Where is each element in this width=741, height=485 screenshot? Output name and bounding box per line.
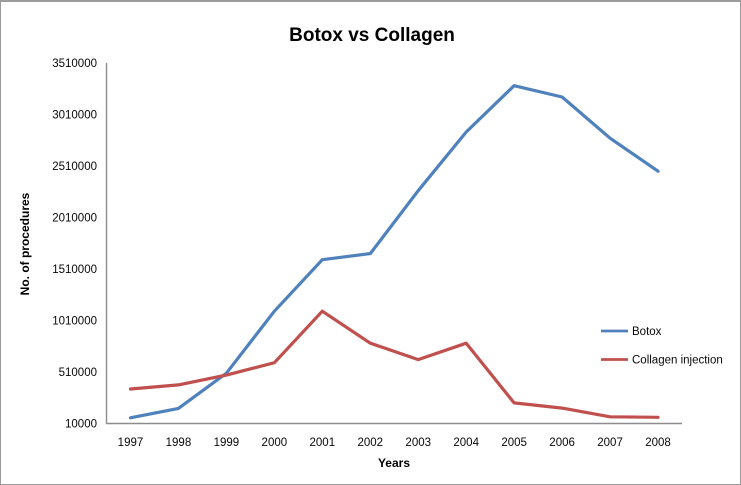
- y-tick-label: 3510000: [52, 58, 97, 70]
- series-line-collagen-injection: [128, 309, 660, 419]
- x-tick-label: 2003: [405, 437, 431, 449]
- y-axis-tick-labels: 10000 510000 1010000 1510000 2010000 2510000 3…: [52, 58, 97, 431]
- y-tick-label: 1510000: [52, 264, 97, 276]
- x-axis-title: Years: [378, 456, 410, 470]
- x-axis-tick-labels: 1997 1998 1999 2000 2001 2002 2003 2004 2005 2006…: [118, 437, 671, 449]
- legend-label: Botox: [632, 326, 662, 338]
- x-tick-label: 2007: [597, 437, 623, 449]
- x-tick-label: 2006: [549, 437, 575, 449]
- series-line-botox: [128, 84, 660, 420]
- y-tick-label: 1010000: [52, 316, 97, 328]
- x-tick-label: 2008: [645, 437, 671, 449]
- x-tick-label: 1999: [214, 437, 240, 449]
- x-tick-label: 1997: [118, 437, 144, 449]
- x-tick-label: 2000: [262, 437, 288, 449]
- axes: [105, 63, 682, 425]
- y-axis-title: No. of procedures: [18, 192, 32, 295]
- x-tick-label: 2005: [501, 437, 527, 449]
- x-tick-label: 2004: [453, 437, 479, 449]
- axis-lines: [105, 63, 682, 425]
- x-tick-label: 2002: [357, 437, 383, 449]
- legend-label: Collagen injection: [632, 355, 723, 367]
- y-tick-label: 10000: [65, 419, 97, 431]
- series-lines: [128, 84, 660, 420]
- y-tick-label: 2010000: [52, 213, 97, 225]
- y-tick-label: 510000: [59, 367, 97, 379]
- y-tick-label: 2510000: [52, 161, 97, 173]
- legend: Botox Collagen injection: [601, 326, 723, 367]
- y-tick-label: 3010000: [52, 110, 97, 122]
- x-tick-label: 1998: [166, 437, 192, 449]
- chart-title: Botox vs Collagen: [289, 25, 455, 46]
- x-tick-label: 2001: [310, 437, 336, 449]
